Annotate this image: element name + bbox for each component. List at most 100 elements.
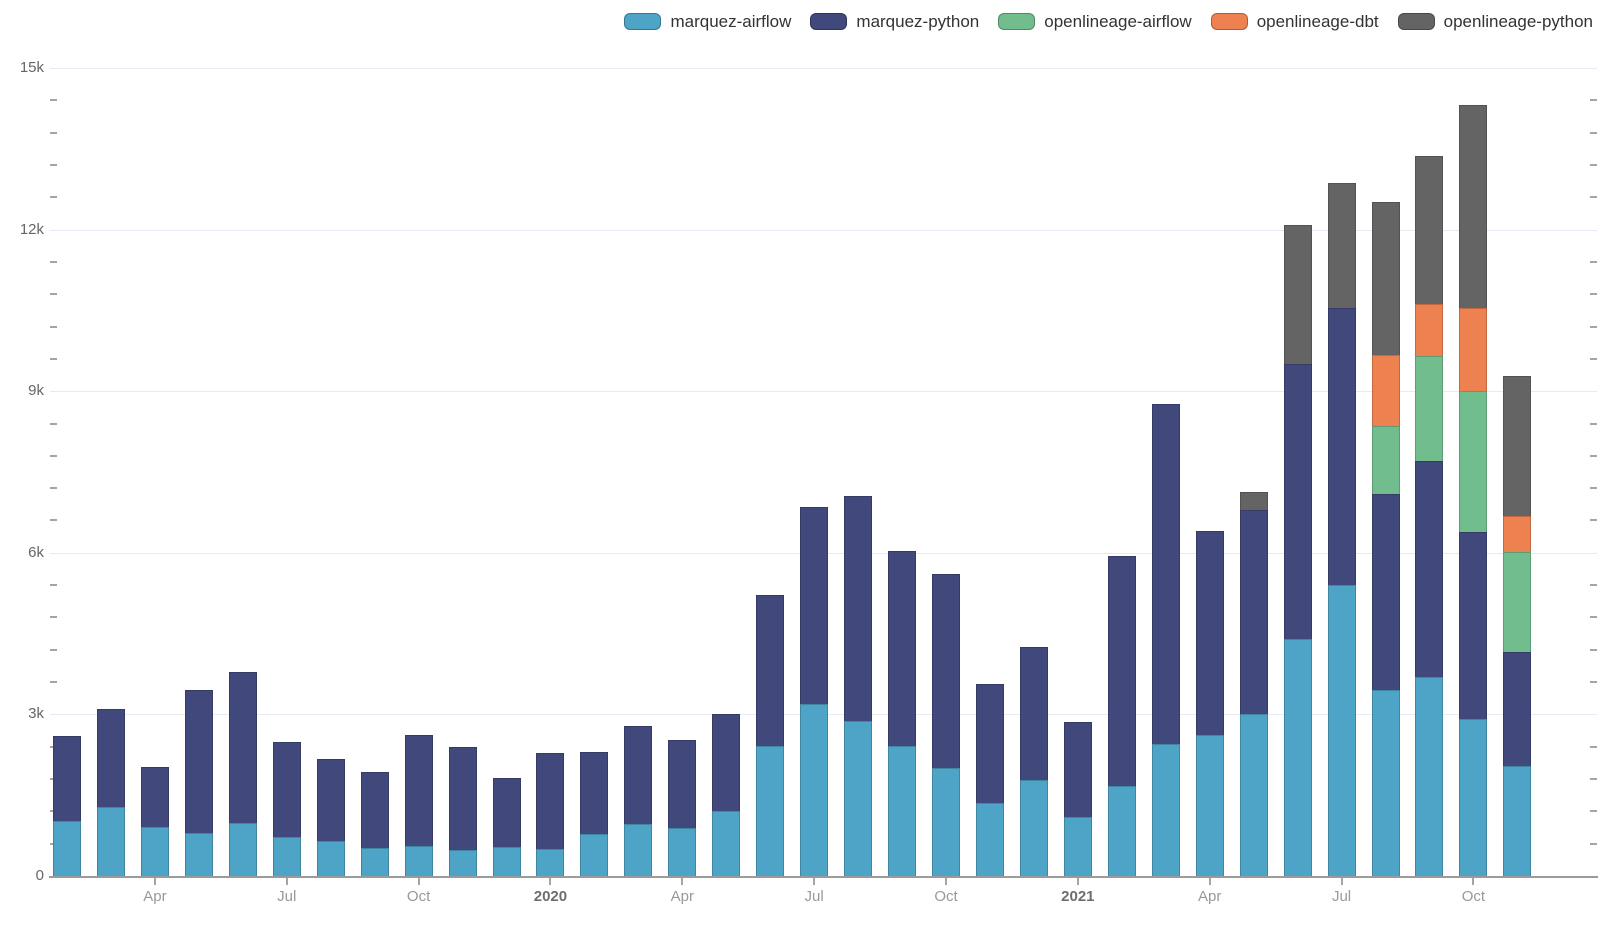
bar-2021-08[interactable]	[1371, 202, 1400, 876]
bar-segment-openlineage-python-2021-07[interactable]	[1327, 183, 1356, 308]
bar-2021-05[interactable]	[1239, 491, 1268, 876]
bar-2021-01[interactable]	[1063, 722, 1092, 876]
bar-segment-marquez-python-2021-11[interactable]	[1503, 652, 1532, 766]
bar-segment-marquez-python-2021-10[interactable]	[1459, 532, 1488, 719]
bar-2019-02[interactable]	[53, 736, 81, 876]
bar-segment-marquez-airflow-2019-04[interactable]	[140, 826, 169, 876]
bar-segment-marquez-python-2021-06[interactable]	[1283, 363, 1312, 639]
bar-2019-10[interactable]	[404, 735, 433, 876]
bar-segment-openlineage-python-2021-06[interactable]	[1283, 224, 1312, 364]
bar-segment-marquez-python-2019-10[interactable]	[404, 735, 433, 847]
bar-segment-marquez-python-2020-08[interactable]	[844, 496, 873, 721]
bar-segment-marquez-python-2019-02[interactable]	[53, 736, 81, 821]
bar-segment-marquez-python-2021-03[interactable]	[1151, 403, 1180, 744]
bar-2019-09[interactable]	[360, 772, 389, 876]
bar-segment-marquez-airflow-2020-01[interactable]	[536, 848, 565, 876]
bar-segment-marquez-airflow-2020-02[interactable]	[580, 833, 609, 876]
bar-segment-openlineage-python-2021-08[interactable]	[1371, 202, 1400, 355]
bar-2020-07[interactable]	[800, 506, 829, 876]
bar-segment-marquez-python-2020-05[interactable]	[712, 713, 741, 811]
bar-segment-marquez-python-2020-10[interactable]	[932, 573, 960, 768]
bar-segment-marquez-python-2020-11[interactable]	[975, 683, 1004, 803]
bar-2021-04[interactable]	[1195, 530, 1224, 876]
bar-segment-marquez-airflow-2020-11[interactable]	[975, 802, 1004, 876]
bar-2020-09[interactable]	[888, 550, 917, 876]
bar-2019-11[interactable]	[448, 747, 477, 876]
bar-segment-openlineage-dbt-2021-08[interactable]	[1371, 354, 1400, 426]
bar-segment-marquez-airflow-2021-10[interactable]	[1459, 718, 1488, 876]
bar-2019-06[interactable]	[228, 671, 257, 876]
bar-segment-openlineage-airflow-2021-09[interactable]	[1415, 355, 1444, 462]
bar-segment-marquez-python-2019-12[interactable]	[492, 777, 521, 848]
bar-2020-08[interactable]	[844, 496, 873, 876]
bar-2021-07[interactable]	[1327, 183, 1356, 876]
bar-2021-06[interactable]	[1283, 224, 1312, 876]
bar-2019-12[interactable]	[492, 777, 521, 876]
bar-2020-10[interactable]	[932, 573, 960, 876]
bar-segment-marquez-python-2020-09[interactable]	[888, 550, 917, 747]
bar-2019-03[interactable]	[96, 709, 125, 876]
bar-segment-marquez-python-2021-02[interactable]	[1107, 555, 1136, 787]
bar-segment-marquez-python-2019-04[interactable]	[140, 767, 169, 827]
bar-segment-openlineage-airflow-2021-11[interactable]	[1503, 552, 1532, 653]
bar-segment-marquez-airflow-2019-03[interactable]	[96, 807, 125, 876]
bar-segment-marquez-airflow-2021-02[interactable]	[1107, 786, 1136, 876]
bar-segment-openlineage-dbt-2021-11[interactable]	[1503, 515, 1532, 553]
bar-2019-05[interactable]	[184, 689, 213, 876]
bar-segment-marquez-airflow-2020-10[interactable]	[932, 767, 960, 876]
bar-segment-marquez-airflow-2020-05[interactable]	[712, 810, 741, 876]
bar-segment-openlineage-python-2021-09[interactable]	[1415, 156, 1444, 304]
bar-segment-marquez-python-2019-03[interactable]	[96, 709, 125, 808]
bar-2020-05[interactable]	[712, 713, 741, 876]
bar-segment-marquez-airflow-2021-08[interactable]	[1371, 689, 1400, 876]
bar-segment-openlineage-python-2021-05[interactable]	[1239, 491, 1268, 511]
legend-item-openlineage-dbt[interactable]: openlineage-dbt	[1210, 13, 1379, 30]
bar-segment-marquez-airflow-2021-01[interactable]	[1063, 817, 1092, 876]
bar-segment-marquez-python-2019-11[interactable]	[448, 747, 477, 850]
bar-segment-marquez-airflow-2021-07[interactable]	[1327, 584, 1356, 876]
bar-segment-marquez-airflow-2021-04[interactable]	[1195, 734, 1224, 876]
bar-segment-openlineage-airflow-2021-08[interactable]	[1371, 425, 1400, 494]
bar-segment-marquez-airflow-2019-09[interactable]	[360, 847, 389, 876]
bar-segment-openlineage-python-2021-10[interactable]	[1459, 104, 1488, 308]
bar-segment-marquez-airflow-2019-12[interactable]	[492, 847, 521, 876]
legend-item-marquez-airflow[interactable]: marquez-airflow	[624, 13, 791, 30]
bar-2020-01[interactable]	[536, 753, 565, 876]
bar-segment-marquez-airflow-2021-03[interactable]	[1151, 743, 1180, 876]
bar-segment-openlineage-dbt-2021-09[interactable]	[1415, 303, 1444, 356]
bar-segment-marquez-airflow-2021-05[interactable]	[1239, 713, 1268, 876]
bar-2021-09[interactable]	[1415, 156, 1444, 876]
bar-2020-03[interactable]	[624, 726, 653, 876]
legend-item-openlineage-airflow[interactable]: openlineage-airflow	[998, 13, 1192, 30]
bar-segment-marquez-python-2020-03[interactable]	[624, 726, 653, 824]
bar-segment-openlineage-dbt-2021-10[interactable]	[1459, 307, 1488, 392]
bar-2020-12[interactable]	[1019, 647, 1048, 876]
bar-2020-11[interactable]	[975, 683, 1004, 876]
bar-segment-marquez-python-2020-01[interactable]	[536, 753, 565, 849]
bar-2021-03[interactable]	[1151, 403, 1180, 876]
bar-2020-02[interactable]	[580, 752, 609, 876]
bar-segment-marquez-python-2019-05[interactable]	[184, 689, 213, 833]
bar-segment-marquez-airflow-2019-10[interactable]	[404, 846, 433, 876]
bar-2020-04[interactable]	[668, 739, 697, 876]
bar-2019-04[interactable]	[140, 767, 169, 876]
bar-segment-marquez-python-2019-07[interactable]	[272, 742, 301, 837]
bar-segment-marquez-airflow-2020-04[interactable]	[668, 827, 697, 876]
bar-2021-10[interactable]	[1459, 104, 1488, 876]
bar-segment-marquez-python-2019-08[interactable]	[316, 758, 345, 841]
bar-segment-marquez-python-2020-07[interactable]	[800, 506, 829, 704]
legend-item-openlineage-python[interactable]: openlineage-python	[1397, 13, 1593, 30]
bar-segment-marquez-python-2019-09[interactable]	[360, 772, 389, 848]
bar-segment-openlineage-python-2021-11[interactable]	[1503, 375, 1532, 516]
bar-segment-marquez-airflow-2019-08[interactable]	[316, 840, 345, 876]
bar-segment-marquez-airflow-2019-11[interactable]	[448, 849, 477, 876]
bar-segment-marquez-python-2021-05[interactable]	[1239, 510, 1268, 714]
bar-segment-marquez-airflow-2020-08[interactable]	[844, 720, 873, 876]
bar-segment-marquez-python-2020-02[interactable]	[580, 752, 609, 834]
bar-segment-marquez-airflow-2021-06[interactable]	[1283, 639, 1312, 876]
bar-segment-marquez-airflow-2020-09[interactable]	[888, 746, 917, 876]
bar-segment-marquez-python-2021-08[interactable]	[1371, 493, 1400, 690]
bar-segment-marquez-airflow-2021-09[interactable]	[1415, 676, 1444, 876]
bar-segment-marquez-airflow-2019-02[interactable]	[53, 820, 81, 876]
legend-item-marquez-python[interactable]: marquez-python	[810, 13, 979, 30]
